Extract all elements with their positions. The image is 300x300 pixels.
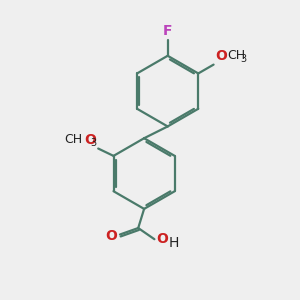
Text: O: O	[105, 229, 117, 243]
Text: O: O	[157, 232, 168, 246]
Text: 3: 3	[240, 54, 246, 64]
Text: H: H	[169, 236, 179, 250]
Text: CH: CH	[64, 133, 82, 146]
Text: CH: CH	[228, 49, 246, 62]
Text: 3: 3	[91, 138, 97, 148]
Text: F: F	[163, 23, 172, 38]
Text: O: O	[84, 133, 96, 147]
Text: O: O	[216, 50, 227, 63]
